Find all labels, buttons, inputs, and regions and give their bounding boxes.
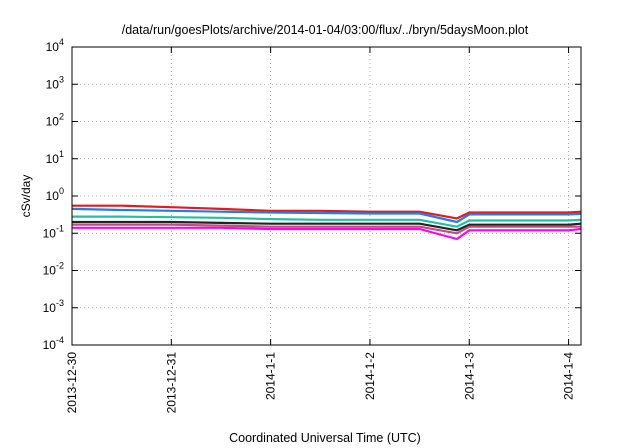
x-tick-label: 2013-12-31	[164, 352, 178, 414]
x-tick-label: 2013-12-30	[65, 352, 79, 414]
y-tick-label: 104	[46, 37, 64, 54]
series-line	[72, 220, 582, 232]
series-line	[72, 226, 582, 241]
y-tick-label: 100	[46, 186, 64, 203]
x-tick-label: 2014-1-4	[562, 352, 576, 400]
y-tick-label: 10-4	[43, 335, 64, 352]
y-tick-label: 10-2	[43, 261, 64, 278]
series-lines	[71, 204, 582, 241]
series-line	[72, 215, 582, 228]
x-tick-label: 2014-1-1	[264, 352, 278, 400]
x-tick-label: 2014-1-3	[462, 352, 476, 400]
y-tick-label: 10-3	[43, 298, 64, 315]
series-line	[72, 223, 581, 235]
grid	[72, 47, 581, 345]
chart-title: /data/run/goesPlots/archive/2014-01-04/0…	[122, 23, 529, 37]
y-tick-label: 10-1	[43, 223, 64, 240]
y-tick-label: 101	[46, 149, 64, 166]
y-tick-label: 103	[46, 74, 64, 91]
x-tick-label: 2014-1-2	[363, 352, 377, 400]
series-line	[71, 207, 582, 224]
x-axis-label: Coordinated Universal Time (UTC)	[229, 431, 421, 445]
series-line	[72, 204, 582, 220]
y-axis-label: cSv/day	[19, 175, 33, 218]
y-axis: 10-4 10-3 10-2 10-1 100 101 102 103 104	[43, 37, 581, 352]
y-tick-label: 102	[46, 112, 64, 129]
x-axis: 2013-12-30 2013-12-31 2014-1-1 2014-1-2 2014…	[65, 47, 576, 413]
